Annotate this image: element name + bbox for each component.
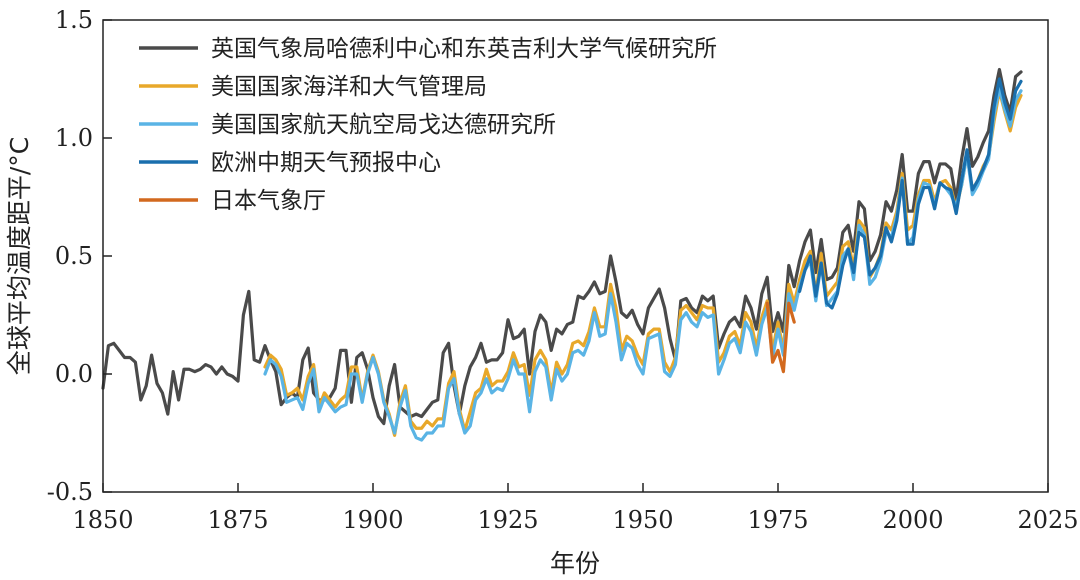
y-axis-title: 全球平均温度距平/°C — [5, 137, 34, 375]
y-tick-label-3: 1.0 — [55, 124, 93, 152]
x-tick-label-1950: 1950 — [612, 506, 673, 534]
x-tick-label-2000: 2000 — [882, 506, 943, 534]
y-tick-label-0: -0.5 — [47, 478, 93, 506]
legend-label-5: 日本气象厅 — [211, 188, 326, 214]
y-axis: -0.5 0.0 0.5 1.0 1.5 — [47, 6, 112, 506]
x-axis: 1850 1875 1900 1925 1950 1975 2000 2025 — [72, 483, 1079, 534]
x-tick-label-2025: 2025 — [1017, 506, 1078, 534]
y-tick-label-4: 1.5 — [55, 6, 93, 34]
series-line-4 — [797, 77, 1023, 310]
y-tick-label-2: 0.5 — [55, 242, 93, 270]
legend: 英国气象局哈德利中心和东英吉利大学气候研究所美国国家海洋和大气管理局美国国家航天… — [139, 36, 717, 214]
x-tick-label-1925: 1925 — [477, 506, 538, 534]
legend-label-3: 美国国家航天航空局戈达德研究所 — [211, 112, 556, 138]
x-tick-label-1875: 1875 — [207, 506, 268, 534]
x-tick-label-1850: 1850 — [72, 506, 133, 534]
legend-label-1: 英国气象局哈德利中心和东英吉利大学气候研究所 — [211, 36, 717, 62]
x-axis-title: 年份 — [550, 549, 600, 578]
series-line-3 — [263, 86, 1023, 442]
series-layer — [101, 67, 1023, 442]
legend-label-4: 欧洲中期天气预报中心 — [211, 150, 441, 176]
x-tick-label-1900: 1900 — [342, 506, 403, 534]
series-line-2 — [263, 89, 1023, 437]
x-tick-label-1975: 1975 — [747, 506, 808, 534]
series-line-1 — [101, 67, 1023, 426]
legend-label-2: 美国国家海洋和大气管理局 — [211, 74, 487, 100]
series-line-5 — [765, 301, 796, 374]
y-tick-label-1: 0.0 — [55, 360, 93, 388]
